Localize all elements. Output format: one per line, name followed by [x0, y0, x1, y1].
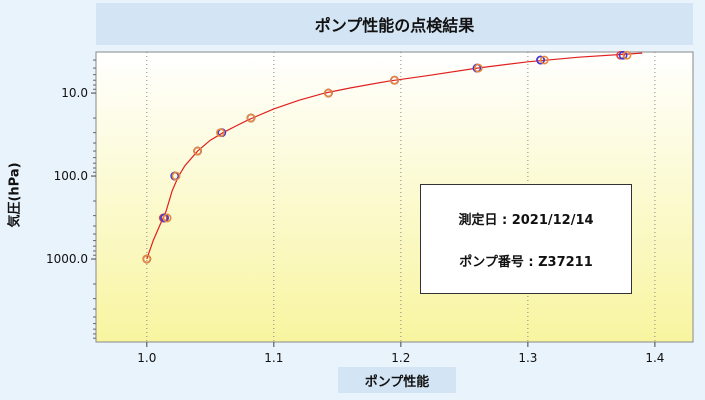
measurement-date: 測定日 : 2021/12/14 [458, 213, 594, 228]
data-point [539, 55, 549, 65]
data-point [618, 50, 628, 60]
data-point [390, 75, 399, 85]
data-point [324, 88, 333, 98]
fit-curve-layer [146, 52, 643, 260]
data-point [473, 63, 483, 73]
data-point [216, 128, 225, 138]
info-box: 測定日 : 2021/12/14 ポンプ番号 : Z37211 [420, 184, 632, 294]
data-point [536, 55, 545, 65]
data-point [162, 213, 172, 223]
y-tick-label: 10.0 [61, 86, 88, 100]
x-tick-label: 1.1 [264, 351, 283, 365]
fit-curve [146, 52, 643, 260]
data-point [171, 171, 181, 181]
axes: 1.0 1.1 1.2 1.3 1.4 10.0 100.0 1000.0 [46, 59, 664, 365]
data-point [246, 113, 256, 123]
data-point [160, 213, 169, 223]
data-point [142, 254, 152, 264]
x-tick-label: 1.3 [518, 351, 537, 365]
x-axis-title: ポンプ性能 [338, 367, 456, 393]
data-points-layer [142, 50, 632, 264]
x-tick-label: 1.2 [391, 351, 410, 365]
data-point [616, 50, 625, 60]
y-axis-title: 気圧(hPa) [7, 162, 23, 228]
chart-title: ポンプ性能の点検結果 [96, 3, 693, 45]
x-tick-label: 1.4 [645, 351, 664, 365]
data-point [193, 146, 203, 156]
data-point [622, 50, 632, 60]
y-tick-label: 100.0 [54, 169, 88, 183]
x-tick-label: 1.0 [137, 351, 156, 365]
y-tick-label: 1000.0 [46, 252, 88, 266]
pump-number: ポンプ番号 : Z37211 [459, 255, 593, 270]
